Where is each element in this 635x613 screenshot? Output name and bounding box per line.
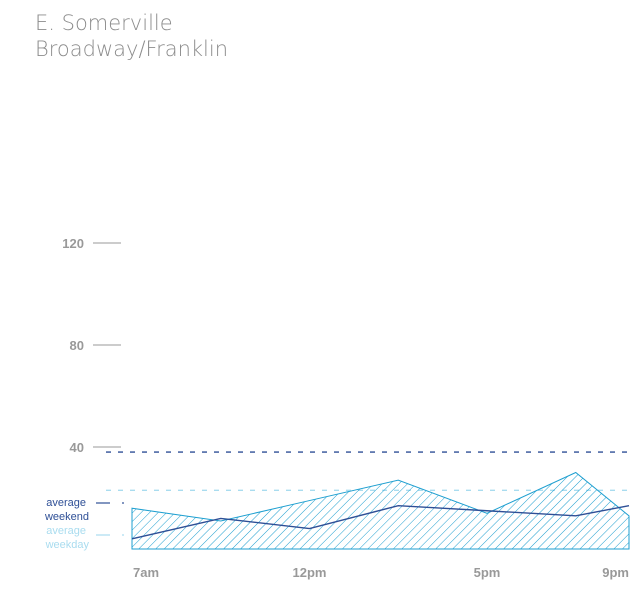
y-axis-ticks: 120 80 40 bbox=[62, 236, 121, 455]
series-group bbox=[131, 471, 630, 550]
y-tick-label: 40 bbox=[70, 440, 84, 455]
x-tick-label: 7am bbox=[133, 565, 159, 580]
y-tick-label: 80 bbox=[70, 338, 84, 353]
weekend-line bbox=[131, 504, 630, 540]
legend-weekday-line1: average bbox=[46, 525, 86, 537]
chart-title: E. Somerville Broadway/Franklin bbox=[35, 10, 228, 62]
title-line-1: E. Somerville bbox=[35, 11, 173, 35]
x-tick-label: 5pm bbox=[474, 565, 501, 580]
legend: average weekend average weekday bbox=[44, 497, 124, 551]
x-axis-ticks: 7am 12pm 5pm 9pm bbox=[133, 565, 629, 580]
x-tick-label: 12pm bbox=[293, 565, 327, 580]
y-tick-label: 120 bbox=[62, 236, 84, 251]
legend-weekday-line2: weekday bbox=[45, 539, 90, 551]
legend-weekend-line1: average bbox=[46, 497, 86, 509]
average-lines bbox=[106, 451, 632, 492]
legend-weekend-line2: weekend bbox=[44, 511, 89, 523]
x-tick-label: 9pm bbox=[602, 565, 629, 580]
title-line-2: Broadway/Franklin bbox=[35, 37, 229, 61]
